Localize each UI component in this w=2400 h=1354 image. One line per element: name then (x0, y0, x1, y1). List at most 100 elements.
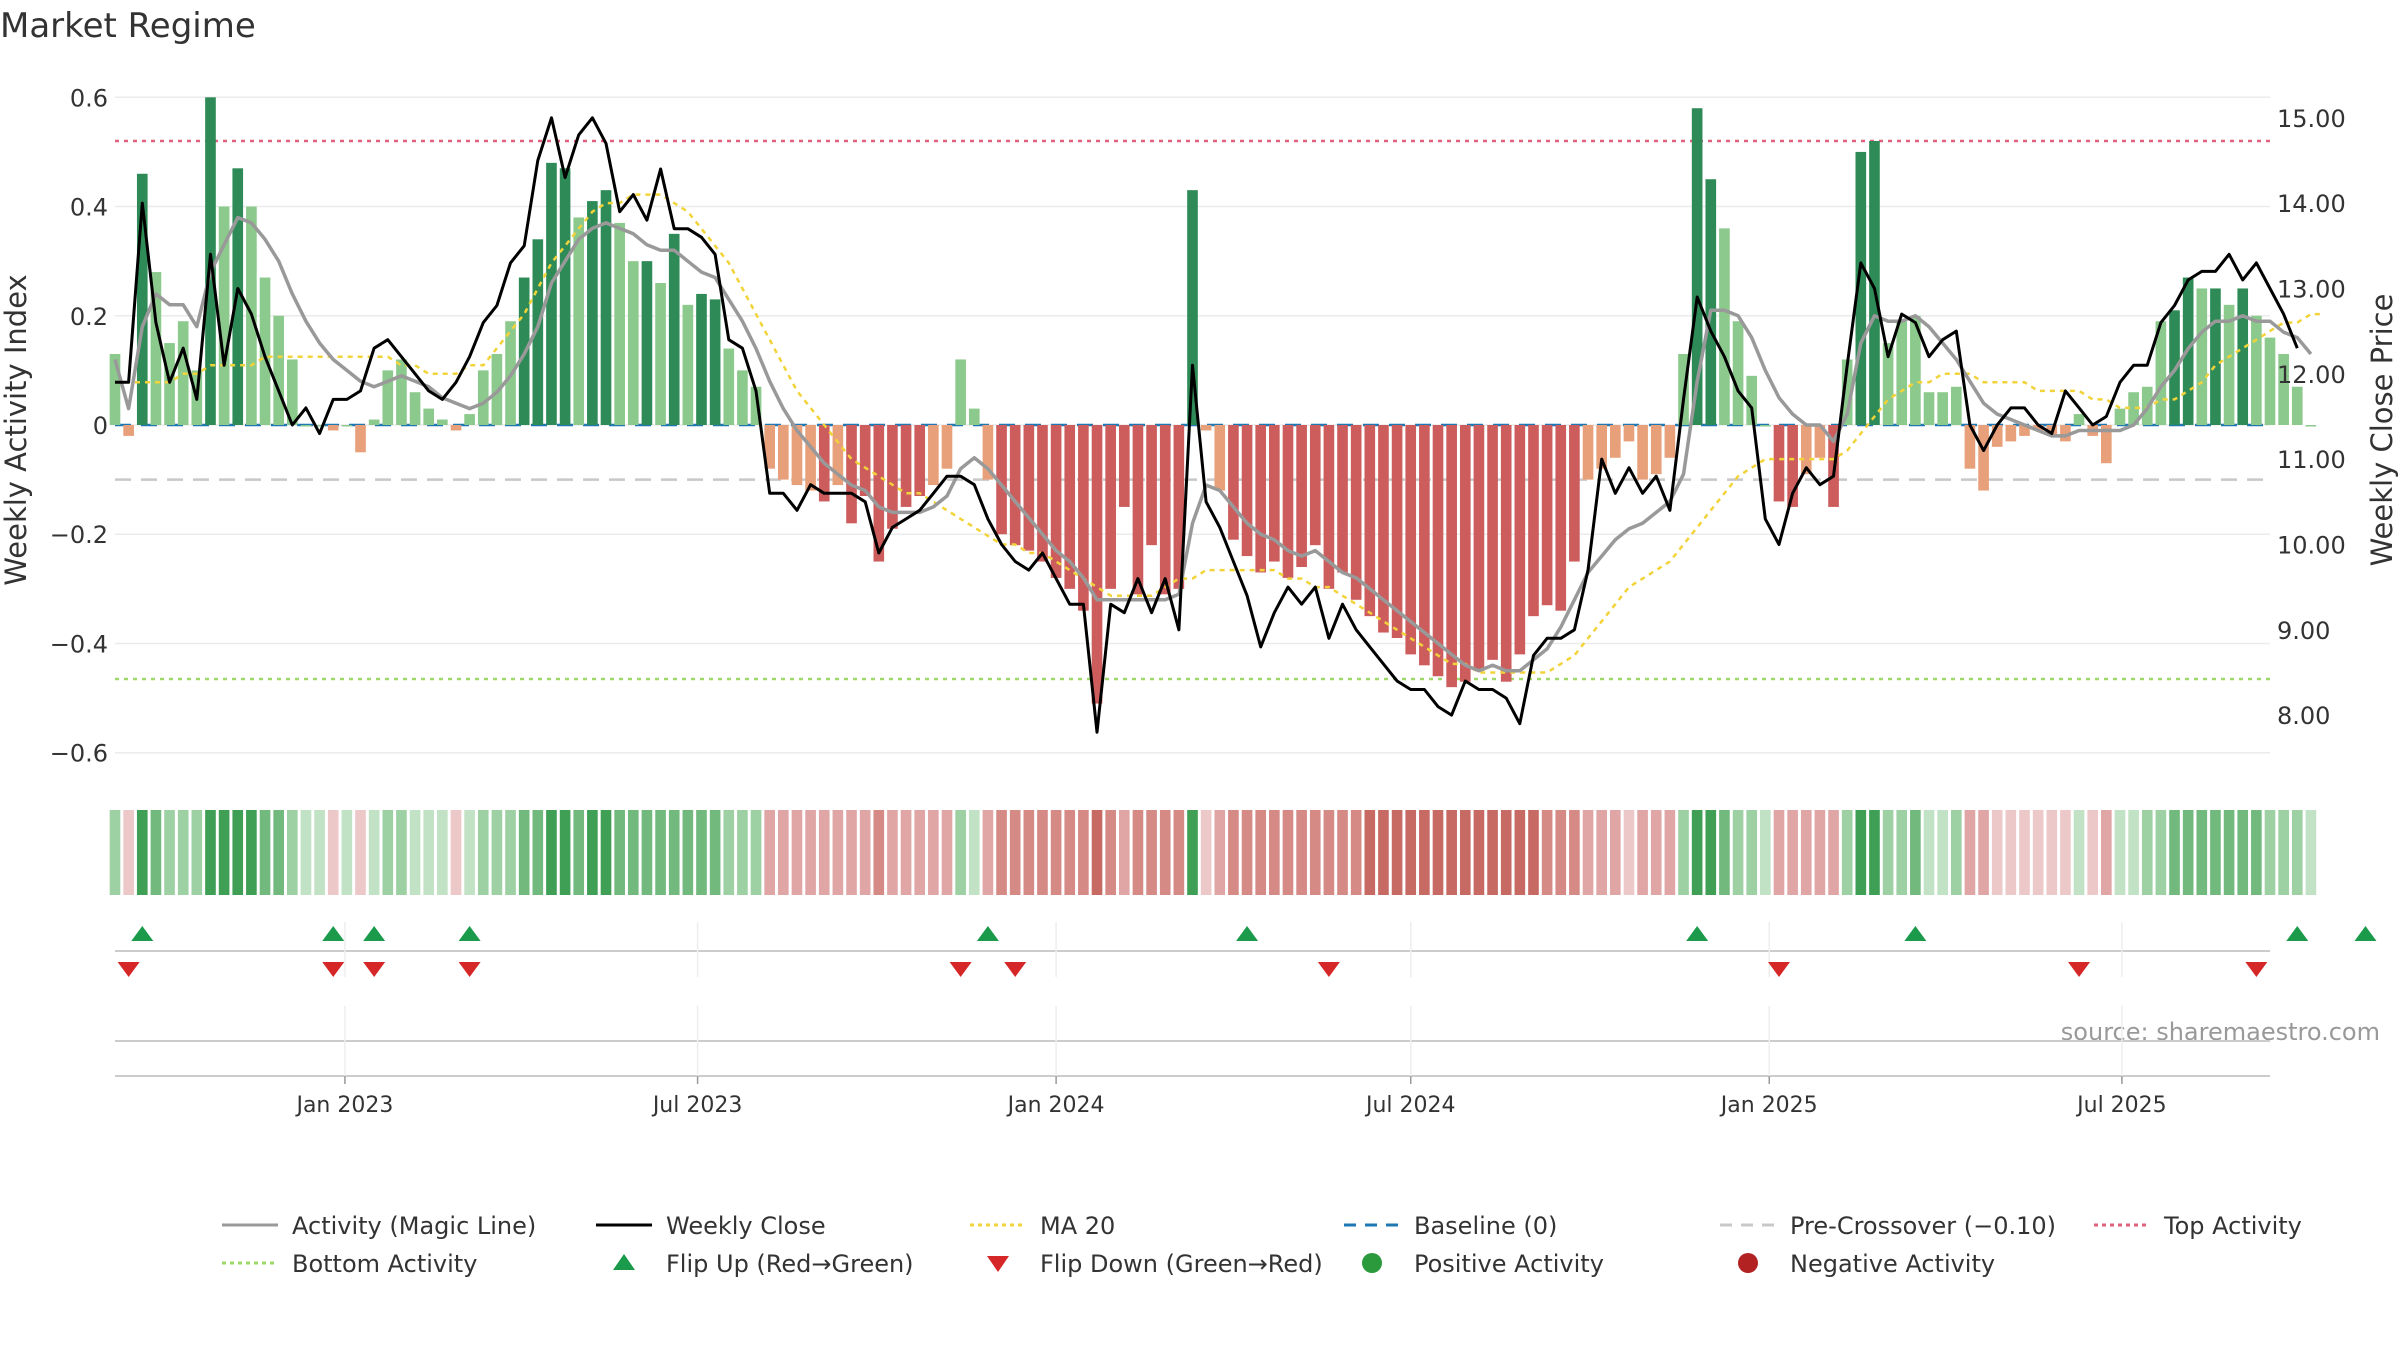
regime-strip-cell (1391, 810, 1403, 895)
regime-strip-cell (2128, 810, 2139, 895)
regime-strip-cell (2223, 810, 2235, 895)
regime-strip-cell (1500, 810, 1512, 895)
activity-bar (1296, 425, 1307, 567)
flip-up-marker (976, 926, 999, 941)
x-tick-label: Jul 2023 (651, 1093, 743, 1118)
regime-strip-cell (2155, 810, 2167, 895)
activity-bar (1719, 228, 1730, 425)
regime-strip-cell (205, 810, 216, 895)
activity-magic-line (113, 215, 2313, 673)
activity-bar (1037, 425, 1048, 562)
regime-strip-cell (2060, 810, 2071, 895)
regime-strip-cell (1050, 810, 1062, 895)
activity-bar (941, 425, 953, 469)
regime-strip-cell (1964, 810, 1976, 895)
regime-strip-cell (1105, 810, 1116, 895)
regime-strip-cell (1337, 810, 1348, 895)
activity-bar (1200, 425, 1212, 431)
activity-bar (477, 370, 489, 425)
activity-bar (791, 425, 803, 486)
regime-strip-cell (805, 810, 816, 895)
regime-strip-cell (518, 810, 530, 895)
activity-bar (1569, 425, 1580, 562)
activity-bar (123, 425, 134, 436)
activity-bar (1105, 425, 1116, 589)
activity-bar (368, 419, 380, 425)
regime-strip-cell (1541, 810, 1553, 895)
regime-strip-cell (1378, 810, 1389, 895)
y-right-tick-label: 15.00 (2277, 105, 2346, 133)
y-right-tick-label: 9.00 (2277, 617, 2330, 645)
flip-down-marker (2245, 962, 2268, 977)
regime-strip-cell (1828, 810, 1839, 895)
activity-bar (1050, 425, 1062, 578)
regime-strip-cell (423, 810, 435, 895)
activity-bar (1323, 425, 1335, 589)
legend-label: Flip Down (Green→Red) (1040, 1250, 1323, 1278)
activity-bar (764, 425, 776, 469)
regime-strip-cell (1241, 810, 1253, 895)
activity-bar (1228, 425, 1239, 540)
x-tick-label: Jan 2025 (1719, 1093, 1818, 1118)
regime-strip-cell (682, 810, 694, 895)
weekly-close-line (115, 116, 2299, 734)
regime-strip-cell (1882, 810, 1894, 895)
legend-label: Weekly Close (666, 1212, 826, 1240)
activity-bar (1432, 425, 1444, 677)
legend-label: Top Activity (2163, 1212, 2302, 1240)
activity-bar (259, 277, 271, 425)
y-right-tick-label: 10.00 (2277, 531, 2346, 559)
regime-strip-cell (1159, 810, 1171, 895)
regime-strip-cell (368, 810, 380, 895)
regime-strip-cell (1064, 810, 1076, 895)
activity-bar (846, 425, 857, 524)
activity-bar (627, 261, 639, 425)
regime-strip-cell (887, 810, 898, 895)
activity-bar (1541, 425, 1553, 606)
y-left-tick-label: 0.4 (70, 194, 108, 222)
regime-strip-cell (941, 810, 953, 895)
activity-bar (1964, 425, 1976, 469)
regime-strip-cell (1078, 810, 1089, 895)
regime-strip-cell (587, 810, 598, 895)
regime-strip-cell (2046, 810, 2058, 895)
regime-strip-cell (2141, 810, 2153, 895)
y-axis-right-label: Weekly Close Price (2365, 294, 2399, 567)
regime-strip-cell (1950, 810, 1962, 895)
legend-label: Activity (Magic Line) (292, 1212, 536, 1240)
activity-bar (1241, 425, 1253, 557)
regime-strip-cell (1528, 810, 1539, 895)
activity-bar (2101, 425, 2112, 464)
regime-strip-cell (1991, 810, 2003, 895)
regime-strip-cell (1678, 810, 1689, 895)
regime-strip-cell (1582, 810, 1594, 895)
regime-strip-cell (2005, 810, 2017, 895)
activity-bar (1773, 425, 1785, 502)
legend-swatch (613, 1254, 635, 1270)
activity-bar (682, 304, 694, 425)
regime-strip-cell (1473, 810, 1485, 895)
activity-bar (1841, 359, 1853, 425)
legend-label: Pre-Crossover (−0.10) (1790, 1212, 2056, 1240)
regime-strip-cell (286, 810, 298, 895)
regime-strip-cell (382, 810, 394, 895)
activity-bar (396, 359, 407, 425)
regime-strip-cell (1596, 810, 1607, 895)
regime-strip-cell (2196, 810, 2208, 895)
activity-bar (2019, 425, 2030, 436)
regime-strip-cell (341, 810, 353, 895)
flip-up-marker (322, 926, 345, 941)
regime-strip-cell (164, 810, 175, 895)
y-left-tick-label: −0.2 (50, 521, 108, 549)
y-axis-left-label: Weekly Activity Index (0, 274, 33, 585)
legend-swatch (987, 1256, 1009, 1272)
activity-bar (2060, 425, 2071, 442)
regime-strip-cell (450, 810, 462, 895)
activity-bar (1814, 425, 1826, 458)
regime-strip-cell (300, 810, 312, 895)
regime-strip-cell (123, 810, 134, 895)
activity-bar (1309, 425, 1321, 546)
regime-strip-cell (1555, 810, 1567, 895)
regime-strip-cell (1009, 810, 1021, 895)
